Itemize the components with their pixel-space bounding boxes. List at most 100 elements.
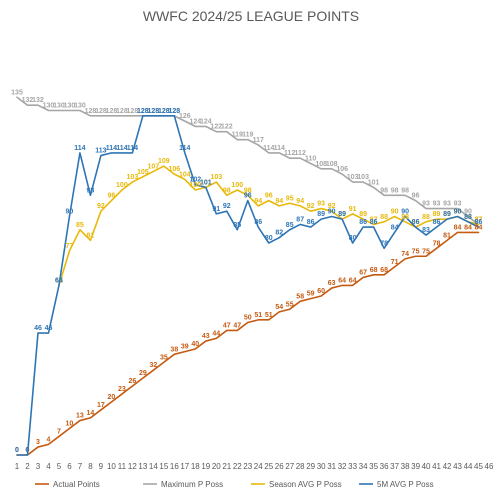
data-label-5m-avg-p-poss: 98 <box>87 187 95 194</box>
data-label-season-avg-p-poss: 92 <box>307 203 315 210</box>
x-tick-label: 33 <box>348 462 357 471</box>
data-label-5m-avg-p-poss: 0 <box>26 447 30 454</box>
data-label-maximum-p-poss: 117 <box>253 137 264 144</box>
data-label-5m-avg-p-poss: 86 <box>359 219 367 226</box>
data-label-season-avg-p-poss: 90 <box>391 209 399 216</box>
x-tick-label: 1 <box>15 462 20 471</box>
x-tick-label: 6 <box>67 462 72 471</box>
series-line-season-avg-p-poss <box>58 165 480 287</box>
data-label-maximum-p-poss: 93 <box>454 201 462 208</box>
x-tick-label: 31 <box>327 462 336 471</box>
data-label-actual-points: 40 <box>191 341 199 348</box>
data-label-actual-points: 78 <box>433 240 441 247</box>
data-label-season-avg-p-poss: 98 <box>223 187 231 194</box>
data-label-maximum-p-poss: 126 <box>179 113 191 120</box>
data-label-season-avg-p-poss: 88 <box>380 214 388 221</box>
data-label-season-avg-p-poss: 94 <box>254 198 262 205</box>
data-label-actual-points: 81 <box>443 232 451 239</box>
data-label-maximum-p-poss: 87 <box>475 216 483 223</box>
data-label-5m-avg-p-poss: 114 <box>74 145 85 152</box>
data-label-5m-avg-p-poss: 85 <box>233 222 241 229</box>
x-tick-label: 39 <box>411 462 420 471</box>
data-label-actual-points: 17 <box>97 402 105 409</box>
x-tick-label: 18 <box>191 462 200 471</box>
data-label-season-avg-p-poss: 98 <box>244 187 252 194</box>
x-tick-label: 8 <box>88 462 93 471</box>
x-tick-label: 28 <box>296 462 305 471</box>
data-label-5m-avg-p-poss: 92 <box>223 203 231 210</box>
data-label-season-avg-p-poss: 81 <box>87 232 95 239</box>
x-tick-label: 13 <box>138 462 147 471</box>
data-label-maximum-p-poss: 106 <box>336 166 348 173</box>
x-tick-label: 32 <box>338 462 347 471</box>
data-label-season-avg-p-poss: 101 <box>200 179 212 186</box>
data-label-5m-avg-p-poss: 86 <box>412 219 420 226</box>
x-tick-label: 14 <box>149 462 158 471</box>
data-label-maximum-p-poss: 112 <box>295 150 306 157</box>
data-label-5m-avg-p-poss: 46 <box>45 325 53 332</box>
x-tick-label: 10 <box>107 462 116 471</box>
data-label-season-avg-p-poss: 103 <box>127 174 139 181</box>
data-label-maximum-p-poss: 128 <box>95 108 107 115</box>
data-label-actual-points: 0 <box>26 447 30 454</box>
data-label-5m-avg-p-poss: 46 <box>34 325 42 332</box>
data-label-maximum-p-poss: 128 <box>158 108 170 115</box>
data-label-maximum-p-poss: 114 <box>263 145 274 152</box>
data-label-actual-points: 67 <box>359 269 367 276</box>
data-label-maximum-p-poss: 98 <box>401 187 409 194</box>
data-label-actual-points: 32 <box>149 362 157 369</box>
data-label-5m-avg-p-poss: 128 <box>148 108 160 115</box>
data-label-5m-avg-p-poss: 86 <box>254 219 262 226</box>
data-label-maximum-p-poss: 128 <box>106 108 118 115</box>
x-tick-label: 38 <box>401 462 410 471</box>
series-line-actual-points <box>16 231 480 456</box>
x-tick-label: 21 <box>222 462 231 471</box>
data-label-season-avg-p-poss: 92 <box>328 203 336 210</box>
x-tick-label: 30 <box>317 462 326 471</box>
data-label-season-avg-p-poss: 109 <box>158 158 170 165</box>
data-label-actual-points: 68 <box>370 267 378 274</box>
data-label-5m-avg-p-poss: 86 <box>307 219 315 226</box>
data-label-actual-points: 44 <box>212 330 220 337</box>
series-line-5m-avg-p-poss <box>16 115 480 456</box>
x-tick-label: 36 <box>380 462 389 471</box>
legend: Actual Points Maximum P Poss Season AVG P … <box>35 480 434 489</box>
data-label-season-avg-p-poss: 96 <box>108 193 116 200</box>
data-label-maximum-p-poss: 122 <box>210 124 222 131</box>
data-label-actual-points: 50 <box>244 315 252 322</box>
x-tick-label: 23 <box>243 462 252 471</box>
data-label-maximum-p-poss: 103 <box>347 174 359 181</box>
data-label-maximum-p-poss: 128 <box>137 108 149 115</box>
data-label-5m-avg-p-poss: 90 <box>401 209 409 216</box>
data-label-maximum-p-poss: 103 <box>357 174 369 181</box>
x-tick-label: 37 <box>390 462 399 471</box>
data-label-5m-avg-p-poss: 128 <box>158 108 170 115</box>
data-label-actual-points: 71 <box>391 259 399 266</box>
data-label-actual-points: 64 <box>349 277 357 284</box>
legend-label-actual-points: Actual Points <box>53 480 100 489</box>
data-label-5m-avg-p-poss: 114 <box>127 145 138 152</box>
series-layer <box>16 96 480 456</box>
data-label-season-avg-p-poss: 105 <box>137 169 149 176</box>
data-label-actual-points: 38 <box>170 346 178 353</box>
data-label-maximum-p-poss: 108 <box>326 161 338 168</box>
data-label-maximum-p-poss: 93 <box>443 201 451 208</box>
data-label-season-avg-p-poss: 88 <box>401 214 409 221</box>
data-label-maximum-p-poss: 132 <box>32 97 44 104</box>
data-label-season-avg-p-poss: 100 <box>231 182 243 189</box>
x-tick-label: 43 <box>453 462 462 471</box>
data-label-actual-points: 10 <box>66 421 74 428</box>
data-label-5m-avg-p-poss: 114 <box>106 145 117 152</box>
data-label-maximum-p-poss: 130 <box>53 103 65 110</box>
data-label-5m-avg-p-poss: 82 <box>275 230 283 237</box>
data-label-5m-avg-p-poss: 85 <box>286 222 294 229</box>
data-label-5m-avg-p-poss: 86 <box>433 219 441 226</box>
data-label-5m-avg-p-poss: 87 <box>296 216 304 223</box>
data-label-actual-points: 0 <box>15 447 19 454</box>
data-label-5m-avg-p-poss: 89 <box>317 211 325 218</box>
data-label-season-avg-p-poss: 77 <box>66 243 74 250</box>
data-label-maximum-p-poss: 93 <box>433 201 441 208</box>
data-label-5m-avg-p-poss: 78 <box>380 240 388 247</box>
